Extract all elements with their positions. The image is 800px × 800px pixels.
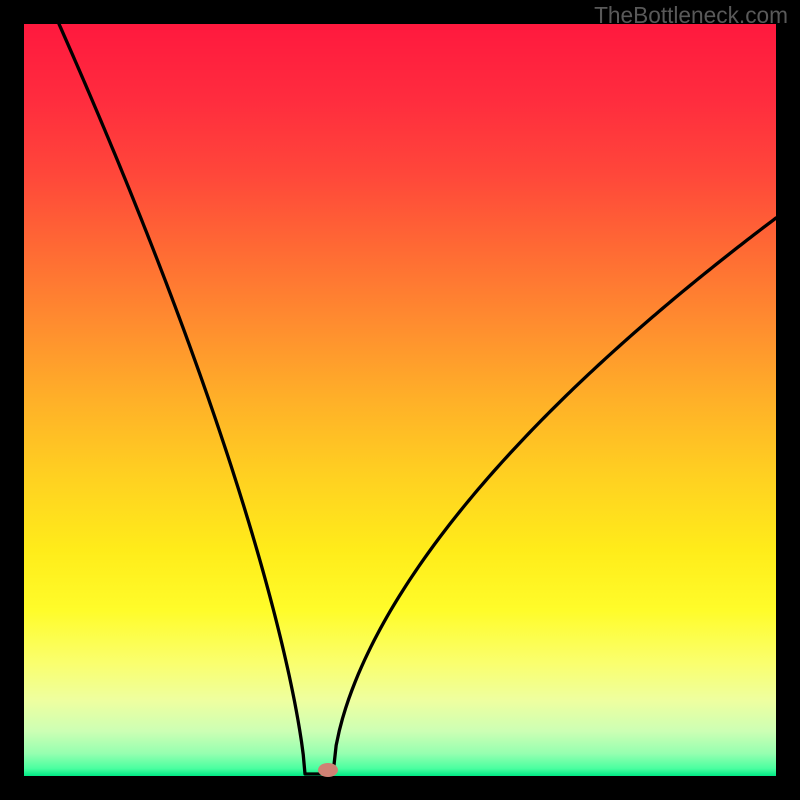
optimal-marker	[318, 763, 338, 777]
chart-svg	[0, 0, 800, 800]
plot-background	[24, 24, 776, 776]
bottleneck-chart: TheBottleneck.com	[0, 0, 800, 800]
